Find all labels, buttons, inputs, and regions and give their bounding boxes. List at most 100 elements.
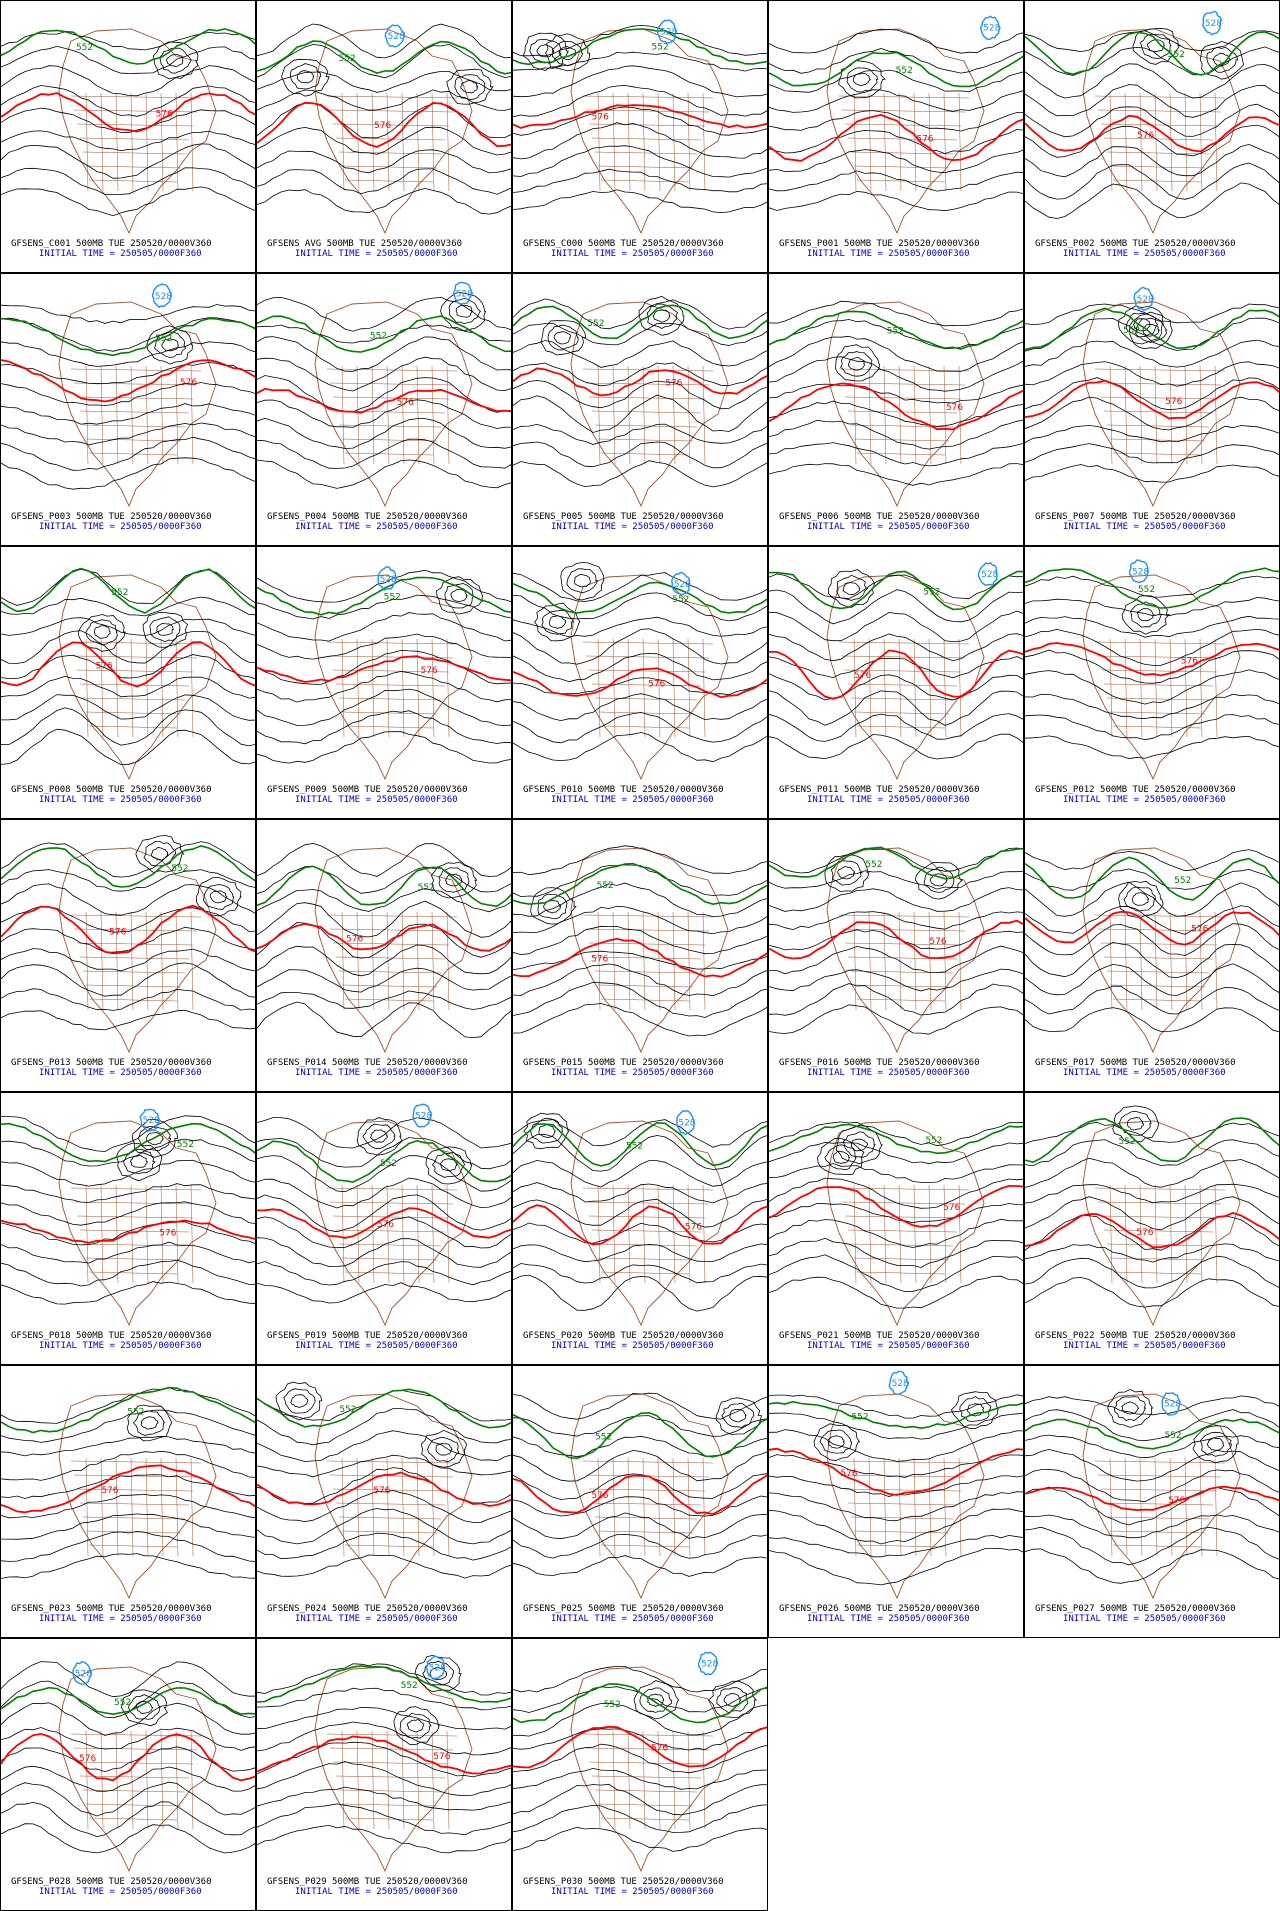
state-border <box>588 669 706 673</box>
state-border <box>190 365 194 465</box>
state-border <box>928 1184 932 1284</box>
closed-contour <box>446 68 494 105</box>
contour-label-552: 552 <box>370 332 387 342</box>
height-contour <box>513 845 767 876</box>
contour-label-528: 528 <box>1132 567 1149 577</box>
state-border <box>371 1730 375 1830</box>
state-border <box>838 1460 970 1464</box>
contour-label-576: 576 <box>433 1752 450 1762</box>
panel-title: GFSENS_C001 500MB TUE 250520/0000V360 <box>11 239 212 249</box>
height-contour-map: 528 552 576 <box>769 15 1023 235</box>
height-contour <box>513 864 767 898</box>
contour-552 <box>513 1121 767 1167</box>
state-border <box>943 92 947 192</box>
height-contour-map: 552 576 <box>1 28 255 235</box>
contour-label-528: 528 <box>388 32 405 42</box>
height-contour <box>1 403 255 425</box>
contour-576 <box>1 904 255 955</box>
state-border <box>79 1229 190 1233</box>
closed-contour <box>1127 1116 1144 1131</box>
contour-label-576: 576 <box>943 1203 960 1213</box>
height-contour <box>257 1194 511 1233</box>
state-border <box>386 1730 390 1830</box>
height-contour <box>513 1392 767 1420</box>
contour-576 <box>1 641 255 688</box>
state-border <box>100 365 104 465</box>
state-border <box>1109 365 1113 465</box>
state-border <box>958 365 962 465</box>
height-contour <box>769 1237 1023 1268</box>
height-contour <box>513 653 767 683</box>
height-contour-map: 552 576 <box>513 1392 767 1600</box>
state-border <box>657 92 661 192</box>
forecast-panel: 528 552 576 GFSENS_P010 500MB TUE 250520/00… <box>512 546 768 819</box>
contour-552 <box>257 40 511 75</box>
state-border <box>642 92 646 192</box>
height-contour <box>769 911 1023 931</box>
state-border <box>115 1184 119 1284</box>
closed-contour <box>551 41 584 67</box>
coastline <box>58 574 217 781</box>
closed-contour <box>422 1660 454 1686</box>
height-contour-map: 528 552 576 <box>513 1651 767 1873</box>
state-border <box>386 638 390 738</box>
closed-contour <box>1147 39 1165 53</box>
panel-init-time: INITIAL TIME = 250505/0000F360 <box>295 1068 458 1078</box>
closed-contour <box>448 298 482 325</box>
height-contour <box>513 1182 767 1204</box>
closed-contour <box>817 1137 865 1176</box>
state-border <box>1109 1184 1113 1284</box>
height-contour <box>1 1159 255 1187</box>
forecast-panel: 528 552 576 GFSENS_P019 500MB TUE 250520/00… <box>256 1092 512 1365</box>
state-border <box>1094 914 1226 918</box>
state-border <box>416 1730 420 1830</box>
contour-552 <box>769 1400 1023 1430</box>
contour-label-576: 576 <box>946 403 963 413</box>
state-border <box>356 638 360 738</box>
forecast-panel: 552 576 GFSENS_P025 500MB TUE 250520/0000V… <box>512 1365 768 1638</box>
forecast-panel: 528 552 576 GFSENS_P003 500MB TUE 250520/00… <box>0 273 256 546</box>
closed-contour <box>414 1654 462 1693</box>
closed-contour <box>1118 305 1164 345</box>
state-border <box>1097 109 1222 113</box>
state-border <box>1139 638 1143 738</box>
state-border <box>431 1730 435 1830</box>
state-border <box>1214 365 1218 465</box>
state-border <box>160 365 164 465</box>
state-border <box>853 711 950 715</box>
closed-contour <box>156 622 174 636</box>
height-contour <box>1 31 255 51</box>
height-contour <box>257 612 511 642</box>
height-contour <box>769 335 1023 372</box>
state-border <box>145 638 149 738</box>
height-contour <box>769 1548 1023 1586</box>
panel-init-time: INITIAL TIME = 250505/0000F360 <box>39 1887 202 1897</box>
state-border <box>687 911 691 1011</box>
state-border <box>657 1730 661 1830</box>
contour-552 <box>769 310 1023 350</box>
state-border <box>341 165 438 169</box>
state-border <box>100 1730 104 1830</box>
state-border <box>588 1215 706 1219</box>
state-border <box>702 1184 706 1284</box>
contour-528 <box>72 1660 93 1685</box>
state-border <box>175 1184 179 1284</box>
state-border <box>401 365 405 465</box>
forecast-panel: 552 576 GFSENS_P023 500MB TUE 250520/0000V… <box>0 1365 256 1638</box>
height-contour <box>769 929 1023 951</box>
height-contour <box>769 673 1023 701</box>
state-border <box>175 365 179 465</box>
state-border <box>401 1184 405 1284</box>
height-contour <box>513 1003 767 1037</box>
height-contour <box>513 394 767 433</box>
state-border <box>85 165 182 169</box>
panel-init-time: INITIAL TIME = 250505/0000F360 <box>1063 1068 1226 1078</box>
contour-552 <box>513 581 767 614</box>
closed-contour <box>540 320 587 356</box>
state-border <box>585 655 710 659</box>
state-border <box>329 928 454 932</box>
height-contour <box>513 340 767 368</box>
contour-label-528: 528 <box>660 28 677 38</box>
state-border <box>335 1229 446 1233</box>
state-border <box>853 438 950 442</box>
